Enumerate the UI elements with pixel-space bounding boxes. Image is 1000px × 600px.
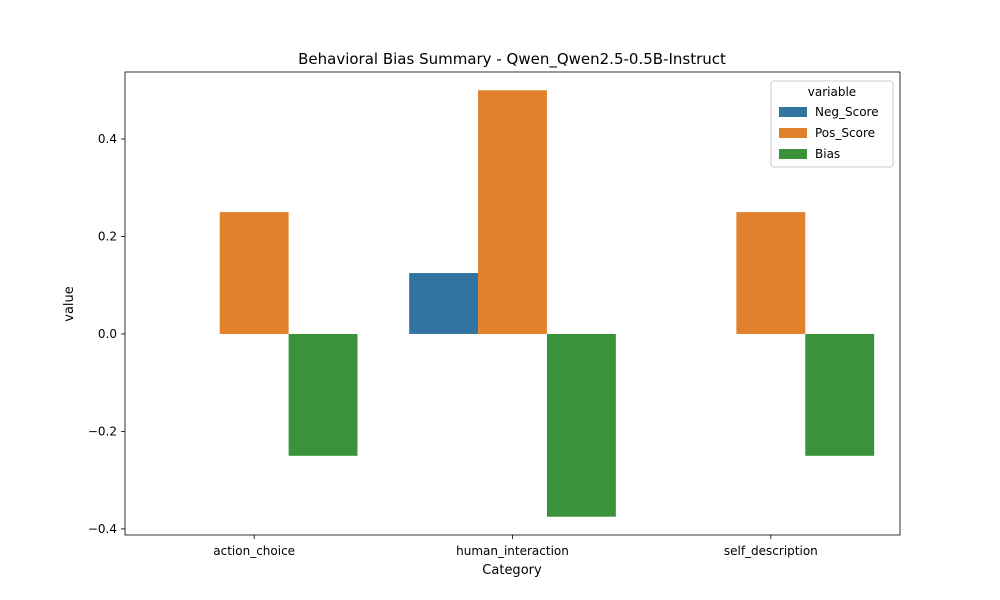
y-axis-label: value (62, 286, 77, 322)
bars-layer (219, 90, 875, 517)
y-axis: −0.4 −0.2 0.0 0.2 0.4 (88, 132, 125, 536)
y-tick-label: 0.0 (98, 327, 117, 341)
legend-title: variable (808, 85, 856, 99)
bar-bias-self-description (805, 333, 875, 456)
legend-label-neg-score: Neg_Score (815, 105, 879, 119)
y-tick-label: 0.2 (98, 229, 117, 243)
x-axis-label: Category (482, 563, 542, 578)
x-tick-label: human_interaction (456, 544, 569, 558)
legend-box (770, 80, 894, 168)
bar-bias-human-interaction (546, 333, 616, 517)
legend-label-pos-score: Pos_Score (815, 126, 875, 140)
legend-swatch-bias (779, 149, 807, 159)
chart-title: Behavioral Bias Summary - Qwen_Qwen2.5-0… (298, 50, 726, 69)
y-tick-label: 0.4 (98, 132, 117, 146)
x-axis: action_choice human_interaction self_descr… (213, 535, 818, 558)
legend-swatch-pos-score (779, 128, 807, 138)
x-tick-label: self_description (724, 544, 818, 558)
legend-swatch-neg-score (779, 107, 807, 117)
bar-pos-score-self-description (736, 212, 806, 334)
y-tick-label: −0.2 (88, 424, 117, 438)
y-tick-label: −0.4 (88, 522, 117, 536)
legend-label-bias: Bias (815, 147, 840, 161)
bar-pos-score-action-choice (219, 212, 289, 334)
bar-pos-score-human-interaction (478, 90, 547, 334)
bar-bias-action-choice (288, 333, 358, 456)
x-tick-label: action_choice (213, 544, 295, 558)
bar-neg-score-human-interaction (409, 273, 479, 334)
legend: variable Neg_Score Pos_Score Bias (770, 80, 894, 168)
plot-frame (124, 71, 901, 536)
